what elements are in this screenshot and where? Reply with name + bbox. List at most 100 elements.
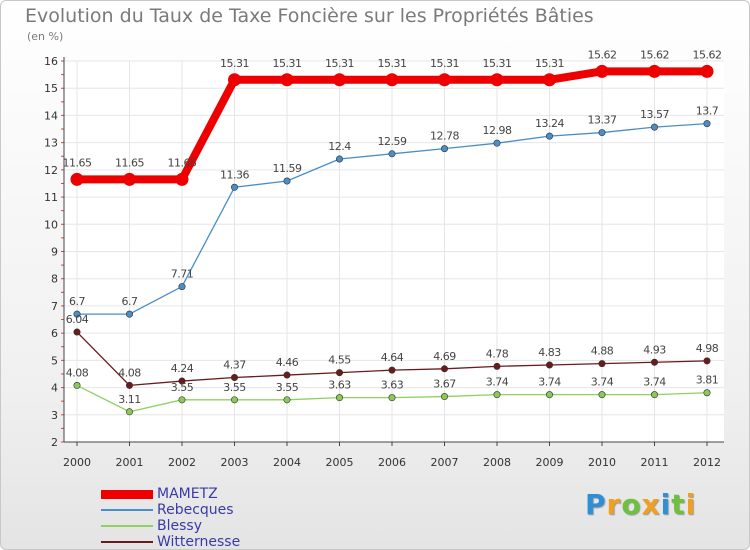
data-label-blessy: 3.74 [643, 376, 666, 389]
data-label-mametz: 15.31 [483, 57, 512, 70]
data-point-witternesse [650, 358, 658, 366]
data-point-mametz [490, 73, 504, 87]
data-point-rebecques [598, 129, 606, 137]
x-tick-label: 2007 [431, 456, 459, 469]
data-point-rebecques [388, 150, 396, 158]
data-label-blessy: 3.11 [118, 393, 141, 406]
data-point-blessy [126, 408, 134, 416]
legend: MAMETZ Rebecques Blessy Witternesse [101, 486, 241, 550]
x-tick-label: 2009 [536, 456, 564, 469]
chart-title: Evolution du Taux de Taxe Foncière sur l… [25, 5, 594, 27]
data-label-witternesse: 4.08 [118, 366, 141, 379]
y-tick-label: 11 [44, 191, 58, 204]
data-label-blessy: 3.55 [223, 381, 246, 394]
data-label-witternesse: 4.37 [223, 359, 246, 372]
data-point-blessy [388, 394, 396, 402]
data-point-witternesse [388, 366, 396, 374]
data-point-blessy [598, 391, 606, 399]
data-point-rebecques [335, 155, 343, 163]
data-point-mametz [228, 73, 241, 87]
data-label-witternesse: 4.83 [538, 346, 561, 359]
legend-item-witternesse: Witternesse [101, 534, 241, 550]
data-label-witternesse: 4.98 [696, 342, 719, 355]
data-point-mametz [175, 172, 189, 186]
data-point-mametz [648, 64, 661, 78]
data-point-witternesse [335, 369, 343, 377]
x-tick-label: 2000 [63, 456, 91, 469]
data-point-rebecques [650, 123, 658, 131]
data-label-rebecques: 6.7 [122, 295, 138, 308]
x-tick-label: 2006 [378, 456, 406, 469]
y-tick-label: 4 [51, 382, 58, 395]
data-label-witternesse: 4.46 [276, 356, 299, 369]
data-point-witternesse [440, 365, 448, 373]
y-tick-label: 13 [44, 137, 58, 150]
data-label-mametz: 11.65 [168, 156, 197, 169]
data-point-witternesse [703, 357, 711, 365]
data-point-blessy [283, 396, 291, 404]
y-tick-label: 16 [44, 55, 58, 68]
data-point-mametz [438, 73, 451, 87]
data-point-mametz [385, 73, 399, 87]
data-point-rebecques [283, 177, 291, 185]
data-label-rebecques: 13.7 [696, 105, 719, 118]
logo-letter: x [641, 488, 661, 521]
data-point-witternesse [493, 362, 501, 370]
legend-label: Blessy [157, 518, 202, 534]
y-unit-label: (en %) [27, 30, 64, 43]
data-point-blessy [231, 396, 239, 404]
y-tick-label: 10 [44, 218, 58, 231]
data-point-rebecques [493, 139, 501, 147]
legend-item-mametz: MAMETZ [101, 486, 240, 502]
data-point-rebecques [178, 283, 186, 291]
x-tick-label: 2003 [221, 456, 249, 469]
x-tick-label: 2005 [326, 456, 354, 469]
data-label-rebecques: 12.78 [430, 130, 459, 143]
data-label-blessy: 3.63 [328, 379, 351, 392]
data-label-rebecques: 13.37 [588, 114, 617, 127]
x-tick-label: 2011 [641, 456, 669, 469]
data-point-mametz [595, 64, 609, 78]
data-label-mametz: 15.31 [273, 57, 302, 70]
data-point-witternesse [545, 361, 553, 369]
data-label-witternesse: 4.64 [381, 351, 404, 364]
data-label-blessy: 3.81 [696, 374, 719, 387]
data-label-mametz: 11.65 [63, 156, 92, 169]
y-tick-label: 2 [51, 436, 58, 449]
y-tick-label: 6 [51, 327, 58, 340]
data-point-rebecques [73, 310, 81, 318]
data-point-mametz [123, 172, 136, 186]
x-tick-label: 2010 [588, 456, 616, 469]
data-label-rebecques: 13.57 [640, 108, 669, 121]
data-label-mametz: 15.62 [588, 48, 617, 61]
data-label-rebecques: 12.98 [483, 124, 512, 137]
y-tick-label: 14 [44, 109, 58, 122]
data-label-rebecques: 12.59 [378, 135, 407, 148]
data-label-blessy: 4.08 [66, 366, 89, 379]
data-label-mametz: 11.65 [115, 156, 144, 169]
data-label-witternesse: 4.93 [643, 343, 666, 356]
data-label-blessy: 3.74 [486, 376, 509, 389]
data-point-witternesse [73, 328, 81, 336]
legend-swatch [101, 489, 153, 499]
data-label-witternesse: 4.55 [328, 354, 351, 367]
data-label-rebecques: 13.24 [535, 117, 564, 130]
data-point-blessy [440, 393, 448, 401]
logo-letter: i [660, 488, 672, 521]
data-label-witternesse: 4.78 [486, 347, 509, 360]
data-point-blessy [545, 391, 553, 399]
legend-item-blessy: Blessy [101, 518, 240, 534]
data-point-witternesse [231, 374, 239, 382]
data-point-witternesse [178, 377, 186, 385]
data-point-mametz [543, 73, 556, 87]
data-label-blessy: 3.63 [381, 379, 404, 392]
data-label-mametz: 15.62 [693, 48, 722, 61]
data-label-rebecques: 11.36 [220, 168, 249, 181]
data-label-blessy: 3.55 [276, 381, 299, 394]
data-label-blessy: 3.74 [591, 376, 614, 389]
data-label-blessy: 3.67 [433, 378, 456, 391]
legend-label: Witternesse [157, 534, 241, 550]
data-point-mametz [70, 172, 84, 186]
data-label-mametz: 15.31 [430, 57, 459, 70]
data-point-rebecques [126, 310, 134, 318]
